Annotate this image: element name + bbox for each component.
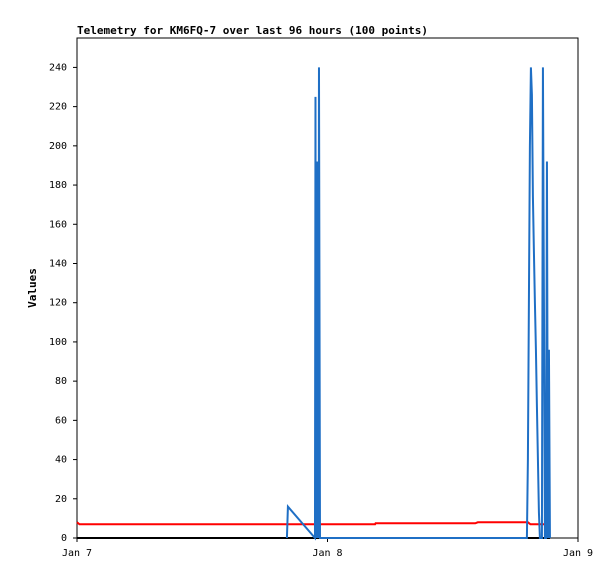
x-tick-label: Jan 7 [62, 548, 92, 559]
x-tick-label: Jan 8 [312, 548, 342, 559]
plot-frame [76, 37, 579, 539]
chart-title: Telemetry for KM6FQ-7 over last 96 hours… [77, 24, 428, 37]
y-tick-label: 120 [49, 298, 67, 309]
y-tick-label: 0 [61, 533, 67, 544]
y-tick-label: 200 [49, 141, 67, 152]
y-tick-label: 40 [55, 455, 67, 466]
series-line [76, 521, 550, 526]
y-tick-label: 80 [55, 376, 67, 387]
y-axis-label: Values [26, 268, 39, 308]
y-tick-label: 180 [49, 180, 67, 191]
y-tick-label: 100 [49, 337, 67, 348]
y-tick-label: 60 [55, 415, 67, 426]
y-tick-label: 20 [55, 494, 67, 505]
y-tick-label: 160 [49, 219, 67, 230]
y-tick-label: 140 [49, 258, 67, 269]
x-tick-label: Jan 9 [563, 548, 593, 559]
series-line [285, 67, 551, 541]
y-tick-label: 220 [49, 102, 67, 113]
y-tick-label: 240 [49, 62, 67, 73]
